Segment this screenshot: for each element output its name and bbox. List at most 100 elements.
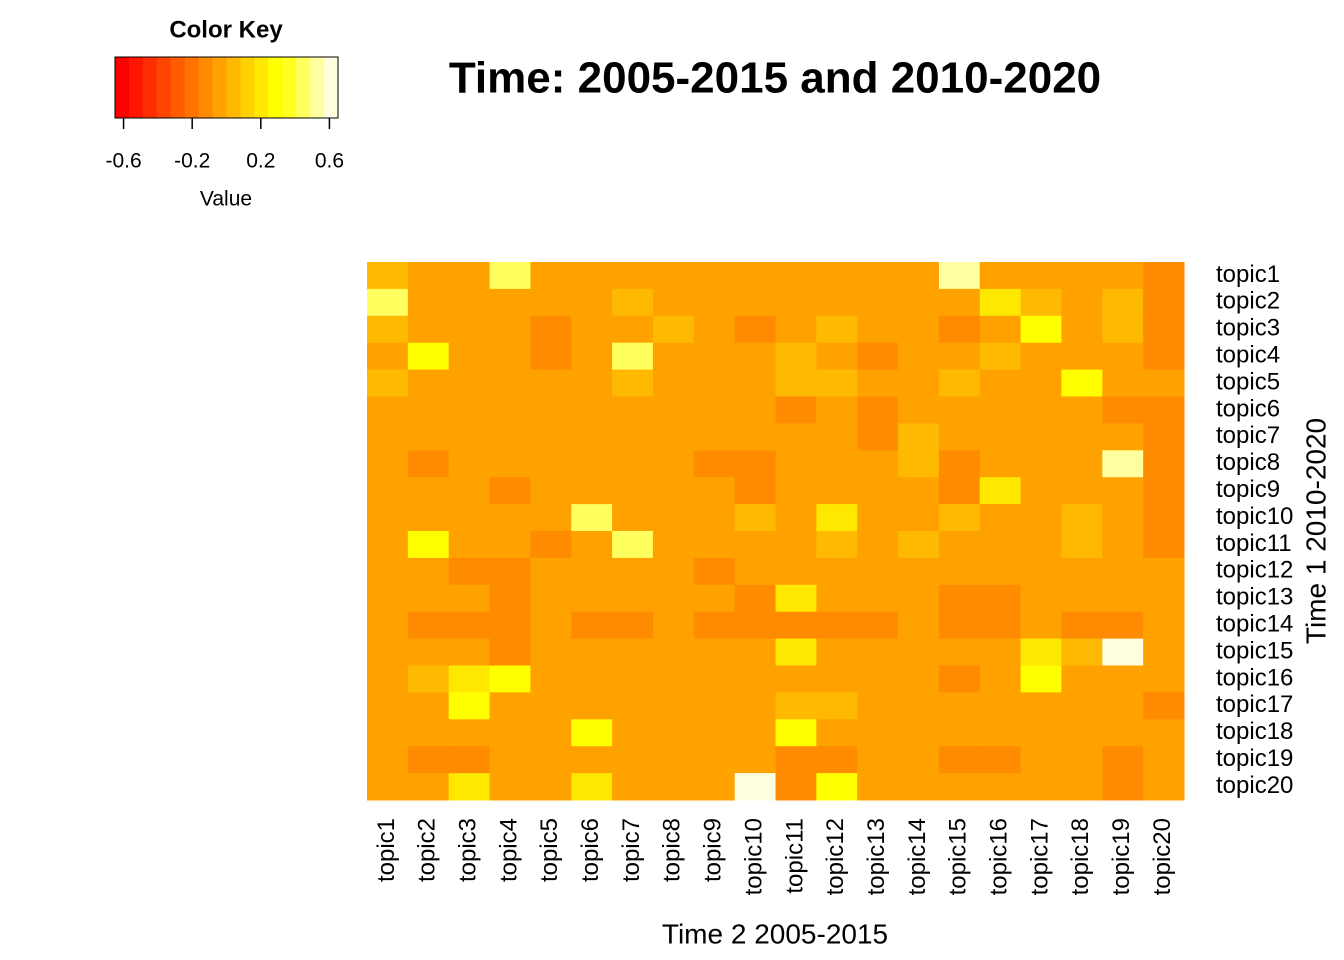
- heatmap-cell: [857, 719, 899, 747]
- x-tick-label: topic9: [700, 818, 727, 882]
- heatmap-cell: [530, 665, 572, 693]
- heatmap-cell: [530, 746, 572, 774]
- heatmap-cell: [1020, 531, 1062, 559]
- heatmap-cell: [693, 288, 736, 317]
- heatmap-cell: [898, 746, 940, 774]
- y-tick-label: topic9: [1216, 476, 1280, 503]
- heatmap-cell: [898, 450, 940, 478]
- heatmap-cell: [938, 746, 981, 774]
- heatmap-cell: [448, 638, 491, 666]
- heatmap-cell: [1102, 423, 1144, 451]
- heatmap-cell: [448, 369, 491, 397]
- heatmap-cell: [857, 665, 899, 693]
- y-tick-label: topic6: [1216, 395, 1280, 422]
- heatmap-cell: [448, 423, 491, 451]
- heatmap-cell: [898, 531, 940, 559]
- heatmap-cell: [693, 450, 736, 478]
- heatmap-cell: [652, 369, 695, 397]
- heatmap-cell: [1102, 692, 1144, 720]
- heatmap-cell: [612, 531, 654, 559]
- heatmap-cell: [1061, 692, 1103, 720]
- heatmap-cell: [489, 315, 531, 344]
- heatmap-cell: [1102, 262, 1144, 290]
- heatmap-cell: [938, 638, 981, 666]
- heatmap-cell: [898, 692, 940, 720]
- heatmap-cell: [734, 638, 776, 666]
- heatmap-cell: [448, 262, 491, 290]
- key-swatch: [170, 57, 186, 118]
- heatmap-cell: [489, 638, 531, 666]
- heatmap-cell: [407, 288, 450, 317]
- heatmap-cell: [530, 531, 572, 559]
- key-swatch: [198, 57, 214, 118]
- heatmap-cell: [448, 557, 491, 586]
- heatmap-cell: [652, 719, 695, 747]
- heatmap-cell: [1102, 719, 1144, 747]
- heatmap-cell: [775, 504, 817, 532]
- heatmap-cell: [652, 611, 695, 640]
- heatmap-cell: [1143, 531, 1185, 559]
- heatmap-cell: [938, 396, 981, 424]
- heatmap-cell: [693, 638, 736, 666]
- heatmap-cell: [407, 692, 450, 720]
- heatmap-cell: [857, 477, 899, 505]
- heatmap-cell: [693, 315, 736, 344]
- heatmap-cell: [1102, 638, 1144, 666]
- heatmap-cell: [1020, 504, 1062, 532]
- heatmap-cell: [816, 611, 858, 640]
- heatmap-cell: [693, 557, 736, 586]
- heatmap-cell: [530, 504, 572, 532]
- heatmap-cell: [489, 557, 531, 586]
- heatmap-cell: [448, 396, 491, 424]
- heatmap-cell: [530, 369, 572, 397]
- heatmap-cell: [775, 611, 817, 640]
- heatmap-cell: [571, 369, 613, 397]
- heatmap-cell: [857, 423, 899, 451]
- x-tick-label: topic18: [1067, 818, 1094, 895]
- heatmap-cell: [734, 315, 776, 344]
- heatmap-cell: [938, 773, 981, 801]
- heatmap-cell: [652, 504, 695, 532]
- heatmap-cell: [652, 773, 695, 801]
- key-swatch: [324, 57, 339, 118]
- heatmap-cell: [367, 719, 409, 747]
- heatmap-cell: [938, 288, 981, 317]
- heatmap-cell: [530, 638, 572, 666]
- heatmap-cell: [1102, 342, 1144, 371]
- heatmap-cell: [367, 262, 409, 290]
- heatmap-cell: [1020, 638, 1062, 666]
- heatmap-cell: [816, 262, 858, 290]
- heatmap-cell: [1061, 746, 1103, 774]
- heatmap-cell: [1061, 342, 1103, 371]
- heatmap-cell: [652, 288, 695, 317]
- heatmap-cell: [1143, 584, 1185, 613]
- heatmap-cell: [775, 638, 817, 666]
- heatmap-cell: [1102, 315, 1144, 344]
- heatmap-cell: [693, 584, 736, 613]
- heatmap-cell: [489, 584, 531, 613]
- heatmap-cell: [1102, 557, 1144, 586]
- heatmap-cell: [693, 531, 736, 559]
- y-tick-label: topic13: [1216, 584, 1293, 611]
- heatmap-cell: [734, 504, 776, 532]
- heatmap-cell: [1143, 611, 1185, 640]
- heatmap-cell: [571, 288, 613, 317]
- heatmap-cell: [775, 692, 817, 720]
- key-swatch: [226, 57, 241, 118]
- heatmap-cell: [898, 665, 940, 693]
- heatmap-cell: [489, 450, 531, 478]
- heatmap-cell: [693, 719, 736, 747]
- heatmap-cell: [693, 342, 736, 371]
- heatmap-cell: [979, 396, 1022, 424]
- heatmap-cell: [857, 262, 899, 290]
- key-tick-label: -0.6: [105, 150, 141, 173]
- key-swatch: [184, 57, 200, 118]
- heatmap-cell: [652, 531, 695, 559]
- heatmap-cell: [857, 315, 899, 344]
- heatmap-cell: [938, 369, 981, 397]
- heatmap-cell: [734, 423, 776, 451]
- heatmap-cell: [1020, 557, 1062, 586]
- heatmap-cell: [1061, 477, 1103, 505]
- heatmap-cell: [407, 531, 450, 559]
- heatmap-cell: [367, 504, 409, 532]
